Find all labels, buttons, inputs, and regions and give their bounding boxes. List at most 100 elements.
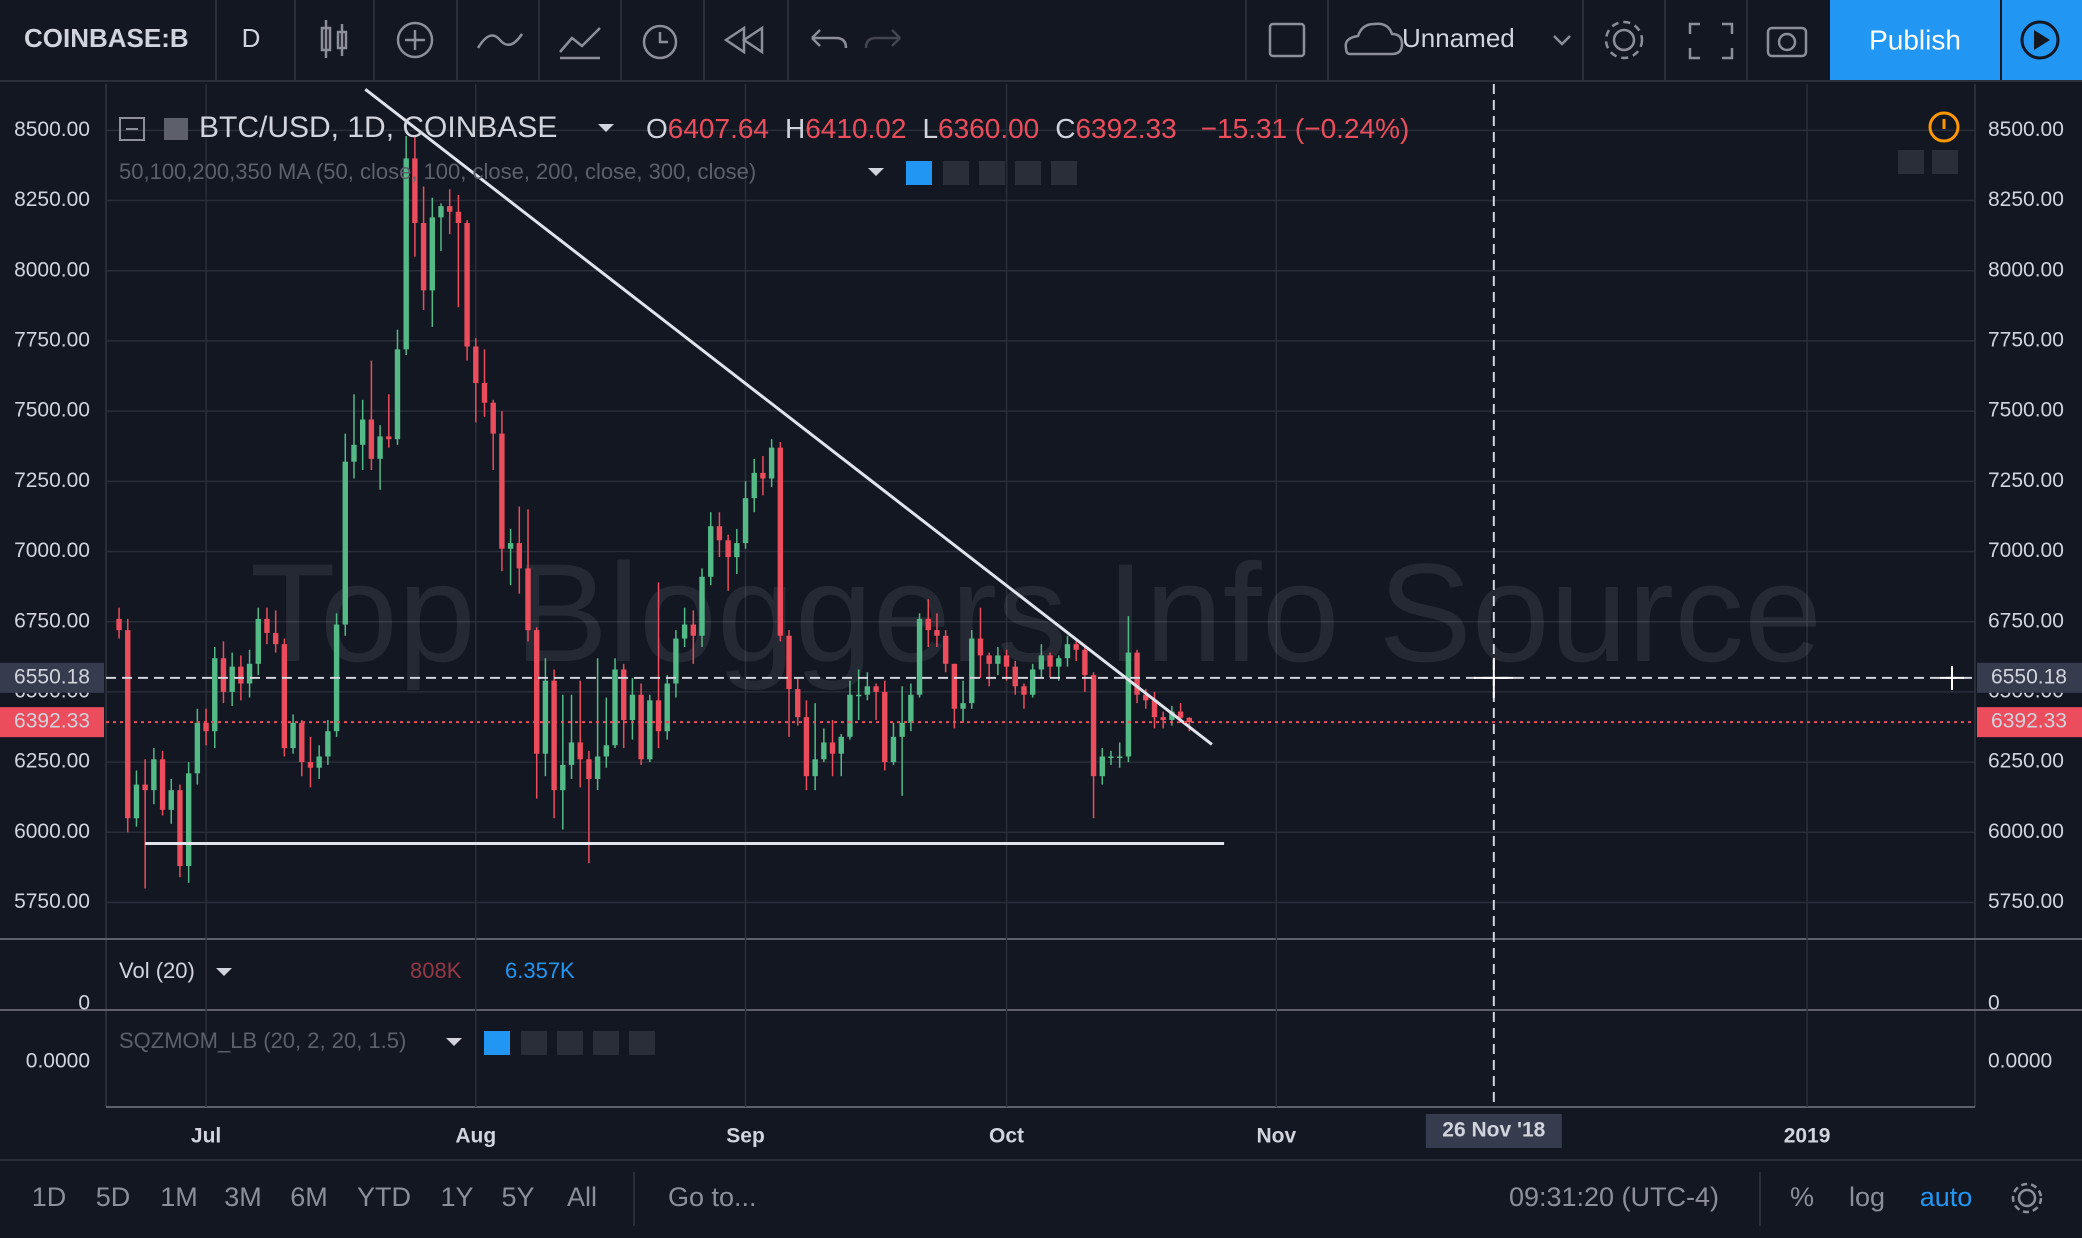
- publish-button[interactable]: [1830, 0, 2000, 80]
- candle-body: [951, 663, 958, 709]
- scroll-button[interactable]: [1932, 150, 1958, 174]
- price-axis-badge: [0, 662, 104, 693]
- candle-body: [716, 526, 723, 541]
- candle-body: [960, 703, 966, 709]
- redo-icon[interactable]: [864, 29, 901, 49]
- candle-body: [307, 762, 314, 768]
- source-button[interactable]: [979, 161, 1005, 185]
- candle-body: [1134, 652, 1140, 695]
- percent-toggle[interactable]: %: [1790, 1182, 1814, 1212]
- range-button[interactable]: 1D: [32, 1182, 67, 1212]
- range-button[interactable]: All: [567, 1182, 597, 1212]
- candle-body: [603, 745, 610, 757]
- candle-body: [638, 694, 644, 760]
- candle-body: [125, 630, 131, 819]
- ma-indicator-label[interactable]: 50,100,200,350 MA (50, close, 100, close…: [119, 159, 756, 184]
- candle-body: [708, 526, 714, 577]
- remove-button[interactable]: [629, 1031, 655, 1055]
- interval-button[interactable]: D: [242, 23, 261, 53]
- range-button[interactable]: 1Y: [440, 1182, 473, 1212]
- range-button[interactable]: 3M: [224, 1182, 262, 1212]
- bottom-settings-icon[interactable]: [2011, 1182, 2043, 1214]
- candle-body: [1003, 655, 1010, 667]
- candle-body: [238, 666, 244, 684]
- visibility-button[interactable]: [484, 1031, 510, 1055]
- candle-body: [1090, 675, 1097, 777]
- alert-icon[interactable]: [642, 24, 678, 60]
- candle-body: [412, 158, 418, 223]
- scroll-button[interactable]: [1898, 150, 1924, 174]
- fullscreen-icon[interactable]: [1688, 22, 1734, 60]
- volume-label[interactable]: Vol (20): [119, 958, 195, 983]
- squeeze-dropdown[interactable]: [446, 1038, 462, 1046]
- candle-body: [768, 447, 775, 479]
- y-tick-label: 5750.00: [14, 890, 90, 913]
- remove-button[interactable]: [1051, 161, 1077, 185]
- publish-label[interactable]: Publish: [1869, 24, 1961, 55]
- candle-body: [995, 655, 1001, 664]
- candle-body: [1082, 649, 1088, 676]
- candle-body: [290, 722, 296, 749]
- layout-name[interactable]: Unnamed: [1402, 23, 1515, 53]
- templates-icon[interactable]: [559, 27, 601, 60]
- candle-body: [568, 742, 575, 765]
- range-button[interactable]: 6M: [290, 1182, 328, 1212]
- candle-body: [873, 686, 879, 692]
- price-axis-label: 6550.18: [14, 665, 90, 688]
- settings-button[interactable]: [943, 161, 969, 185]
- series-title[interactable]: BTC/USD, 1D, COINBASE: [199, 111, 557, 144]
- replay-icon[interactable]: [723, 25, 764, 55]
- series-dropdown[interactable]: [598, 124, 614, 132]
- candle-body: [777, 447, 784, 636]
- candle-body: [655, 700, 662, 732]
- candle-body: [1099, 756, 1105, 777]
- layout-dropdown[interactable]: [1553, 35, 1571, 46]
- visibility-button[interactable]: [906, 161, 932, 185]
- candle-body: [420, 222, 427, 291]
- rectangle-tool[interactable]: [1268, 22, 1306, 58]
- goto-button[interactable]: Go to...: [668, 1182, 757, 1212]
- candle-body: [507, 543, 514, 549]
- compare-icon[interactable]: [396, 21, 434, 59]
- settings-icon[interactable]: [1604, 20, 1644, 60]
- more-button[interactable]: [1015, 161, 1041, 185]
- source-button[interactable]: [557, 1031, 583, 1055]
- candle-body: [194, 722, 201, 774]
- candle-body: [499, 433, 505, 549]
- candle-body: [812, 759, 818, 777]
- range-button[interactable]: 1M: [160, 1182, 198, 1212]
- bar-style-icon[interactable]: [320, 20, 348, 58]
- indicators-icon[interactable]: [476, 33, 524, 49]
- range-button[interactable]: YTD: [357, 1182, 411, 1212]
- candle-body: [942, 635, 949, 664]
- candle-body: [368, 419, 375, 459]
- volume-dropdown[interactable]: [216, 968, 232, 976]
- auto-toggle[interactable]: auto: [1920, 1182, 1973, 1212]
- squeeze-label[interactable]: SQZMOM_LB (20, 2, 20, 1.5): [119, 1028, 406, 1053]
- settings-button[interactable]: [521, 1031, 547, 1055]
- warning-icon[interactable]: [1928, 111, 1960, 143]
- log-toggle[interactable]: log: [1849, 1182, 1885, 1212]
- crosshair-date-badge: [1425, 1114, 1562, 1148]
- symbol-button[interactable]: COINBASE:B: [24, 23, 189, 53]
- candle-body: [1073, 644, 1079, 650]
- more-button[interactable]: [593, 1031, 619, 1055]
- candle-body: [481, 383, 488, 403]
- add-alert-plus: [1940, 665, 1964, 690]
- candle-body: [386, 436, 392, 440]
- candle-body: [786, 635, 792, 690]
- candle-body: [455, 211, 462, 223]
- range-button[interactable]: 5Y: [501, 1182, 534, 1212]
- candle-body: [255, 618, 261, 664]
- undo-icon[interactable]: [811, 29, 848, 49]
- close-value: 6392.33: [1075, 113, 1176, 144]
- candle-body: [821, 742, 827, 760]
- ma-dropdown[interactable]: [868, 168, 884, 176]
- range-button[interactable]: 5D: [96, 1182, 131, 1212]
- collapse-button[interactable]: [119, 117, 145, 141]
- cloud-icon[interactable]: [1344, 22, 1404, 56]
- candle-body: [490, 402, 496, 434]
- candle-body: [185, 773, 192, 866]
- snapshot-icon[interactable]: [1766, 26, 1808, 58]
